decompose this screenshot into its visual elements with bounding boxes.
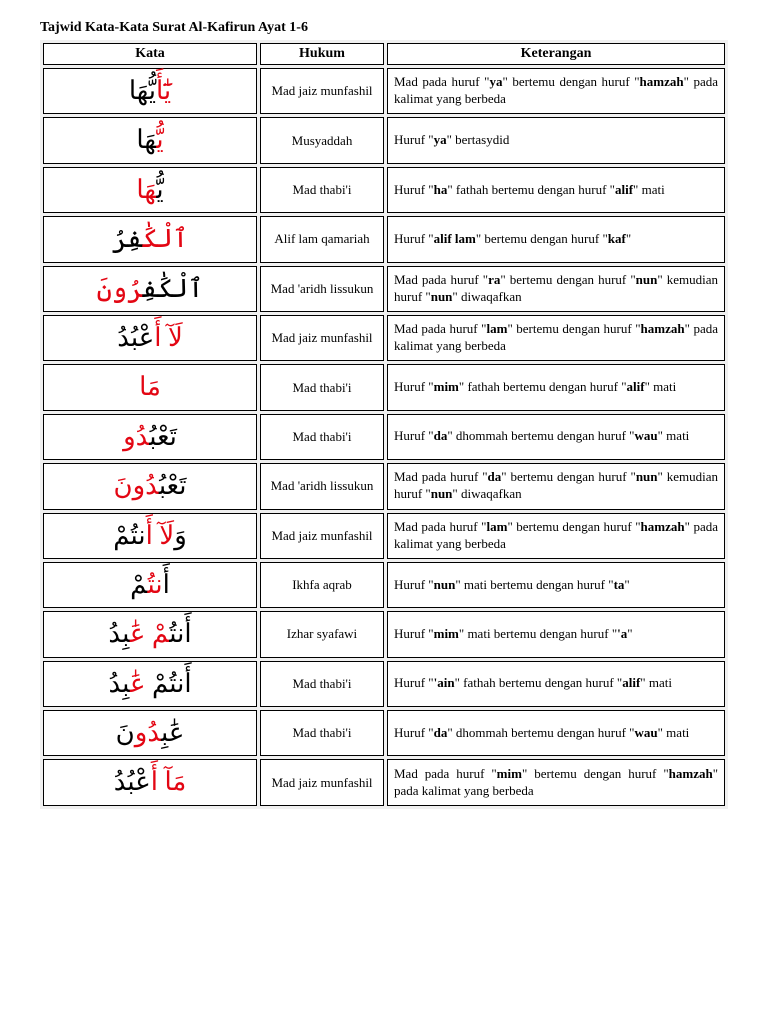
cell-keterangan: Mad pada huruf "ya" bertemu dengan huruf…	[387, 68, 725, 114]
table-row: أَنتُمْ عَٰبِدُIzhar syafawiHuruf "mim" …	[43, 611, 725, 657]
cell-hukum: Mad thabi'i	[260, 661, 384, 707]
cell-keterangan: Huruf "ha" fathah bertemu dengan huruf "…	[387, 167, 725, 213]
cell-hukum: Mad thabi'i	[260, 414, 384, 460]
cell-kata: تَعْبُدُونَ	[43, 463, 257, 509]
cell-hukum: Mad jaiz munfashil	[260, 68, 384, 114]
cell-keterangan: Mad pada huruf "da" bertemu dengan huruf…	[387, 463, 725, 509]
cell-kata: أَنتُمْ عَٰبِدُ	[43, 661, 257, 707]
cell-kata: ٱلْكَٰفِرُونَ	[43, 266, 257, 312]
cell-keterangan: Mad pada huruf "ra" bertemu dengan huruf…	[387, 266, 725, 312]
cell-kata: أَنتُمْ عَٰبِدُ	[43, 611, 257, 657]
cell-kata: ٱلْكَٰفِرُ	[43, 216, 257, 262]
cell-kata: أَنتُمْ	[43, 562, 257, 608]
cell-keterangan: Huruf "'ain" fathah bertemu dengan huruf…	[387, 661, 725, 707]
table-row: يُّهَاMad thabi'iHuruf "ha" fathah berte…	[43, 167, 725, 213]
cell-kata: وَلَآ أَنتُمْ	[43, 513, 257, 559]
page-title: Tajwid Kata-Kata Surat Al-Kafirun Ayat 1…	[40, 20, 728, 36]
cell-kata: عَٰبِدُونَ	[43, 710, 257, 756]
cell-hukum: Mad jaiz munfashil	[260, 513, 384, 559]
cell-kata: يَٰٓأَيُّهَا	[43, 68, 257, 114]
cell-kata: يُّهَا	[43, 167, 257, 213]
header-keterangan: Keterangan	[387, 43, 725, 65]
cell-keterangan: Mad pada huruf "mim" bertemu dengan huru…	[387, 759, 725, 805]
cell-hukum: Mad 'aridh lissukun	[260, 266, 384, 312]
table-row: مَآ أَعْبُدُMad jaiz munfashilMad pada h…	[43, 759, 725, 805]
cell-kata: لَآ أَعْبُدُ	[43, 315, 257, 361]
table-row: أَنتُمْIkhfa aqrabHuruf "nun" mati berte…	[43, 562, 725, 608]
cell-keterangan: Mad pada huruf "lam" bertemu dengan huru…	[387, 315, 725, 361]
cell-hukum: Musyaddah	[260, 117, 384, 163]
table-row: تَعْبُدُوMad thabi'iHuruf "da" dhommah b…	[43, 414, 725, 460]
cell-kata: مَا	[43, 364, 257, 410]
cell-hukum: Mad 'aridh lissukun	[260, 463, 384, 509]
cell-keterangan: Huruf "alif lam" bertemu dengan huruf "k…	[387, 216, 725, 262]
table-row: أَنتُمْ عَٰبِدُMad thabi'iHuruf "'ain" f…	[43, 661, 725, 707]
cell-hukum: Mad thabi'i	[260, 167, 384, 213]
table-row: لَآ أَعْبُدُMad jaiz munfashilMad pada h…	[43, 315, 725, 361]
cell-hukum: Mad thabi'i	[260, 710, 384, 756]
table-row: ٱلْكَٰفِرُونَMad 'aridh lissukunMad pada…	[43, 266, 725, 312]
cell-keterangan: Mad pada huruf "lam" bertemu dengan huru…	[387, 513, 725, 559]
table-header-row: Kata Hukum Keterangan	[43, 43, 725, 65]
table-row: يُّهَاMusyaddahHuruf "ya" bertasydid	[43, 117, 725, 163]
cell-keterangan: Huruf "nun" mati bertemu dengan huruf "t…	[387, 562, 725, 608]
table-row: يَٰٓأَيُّهَاMad jaiz munfashilMad pada h…	[43, 68, 725, 114]
cell-keterangan: Huruf "mim" fathah bertemu dengan huruf …	[387, 364, 725, 410]
cell-hukum: Alif lam qamariah	[260, 216, 384, 262]
cell-kata: تَعْبُدُو	[43, 414, 257, 460]
cell-hukum: Mad jaiz munfashil	[260, 759, 384, 805]
cell-kata: مَآ أَعْبُدُ	[43, 759, 257, 805]
tajwid-table: Kata Hukum Keterangan يَٰٓأَيُّهَاMad ja…	[40, 40, 728, 809]
header-hukum: Hukum	[260, 43, 384, 65]
cell-hukum: Mad thabi'i	[260, 364, 384, 410]
table-row: عَٰبِدُونَMad thabi'iHuruf "da" dhommah …	[43, 710, 725, 756]
table-row: وَلَآ أَنتُمْMad jaiz munfashilMad pada …	[43, 513, 725, 559]
cell-keterangan: Huruf "da" dhommah bertemu dengan huruf …	[387, 710, 725, 756]
cell-hukum: Izhar syafawi	[260, 611, 384, 657]
header-kata: Kata	[43, 43, 257, 65]
cell-hukum: Ikhfa aqrab	[260, 562, 384, 608]
cell-keterangan: Huruf "ya" bertasydid	[387, 117, 725, 163]
cell-hukum: Mad jaiz munfashil	[260, 315, 384, 361]
table-row: تَعْبُدُونَMad 'aridh lissukunMad pada h…	[43, 463, 725, 509]
cell-keterangan: Huruf "mim" mati bertemu dengan huruf "'…	[387, 611, 725, 657]
cell-keterangan: Huruf "da" dhommah bertemu dengan huruf …	[387, 414, 725, 460]
table-row: ٱلْكَٰفِرُAlif lam qamariahHuruf "alif l…	[43, 216, 725, 262]
table-row: مَاMad thabi'iHuruf "mim" fathah bertemu…	[43, 364, 725, 410]
cell-kata: يُّهَا	[43, 117, 257, 163]
